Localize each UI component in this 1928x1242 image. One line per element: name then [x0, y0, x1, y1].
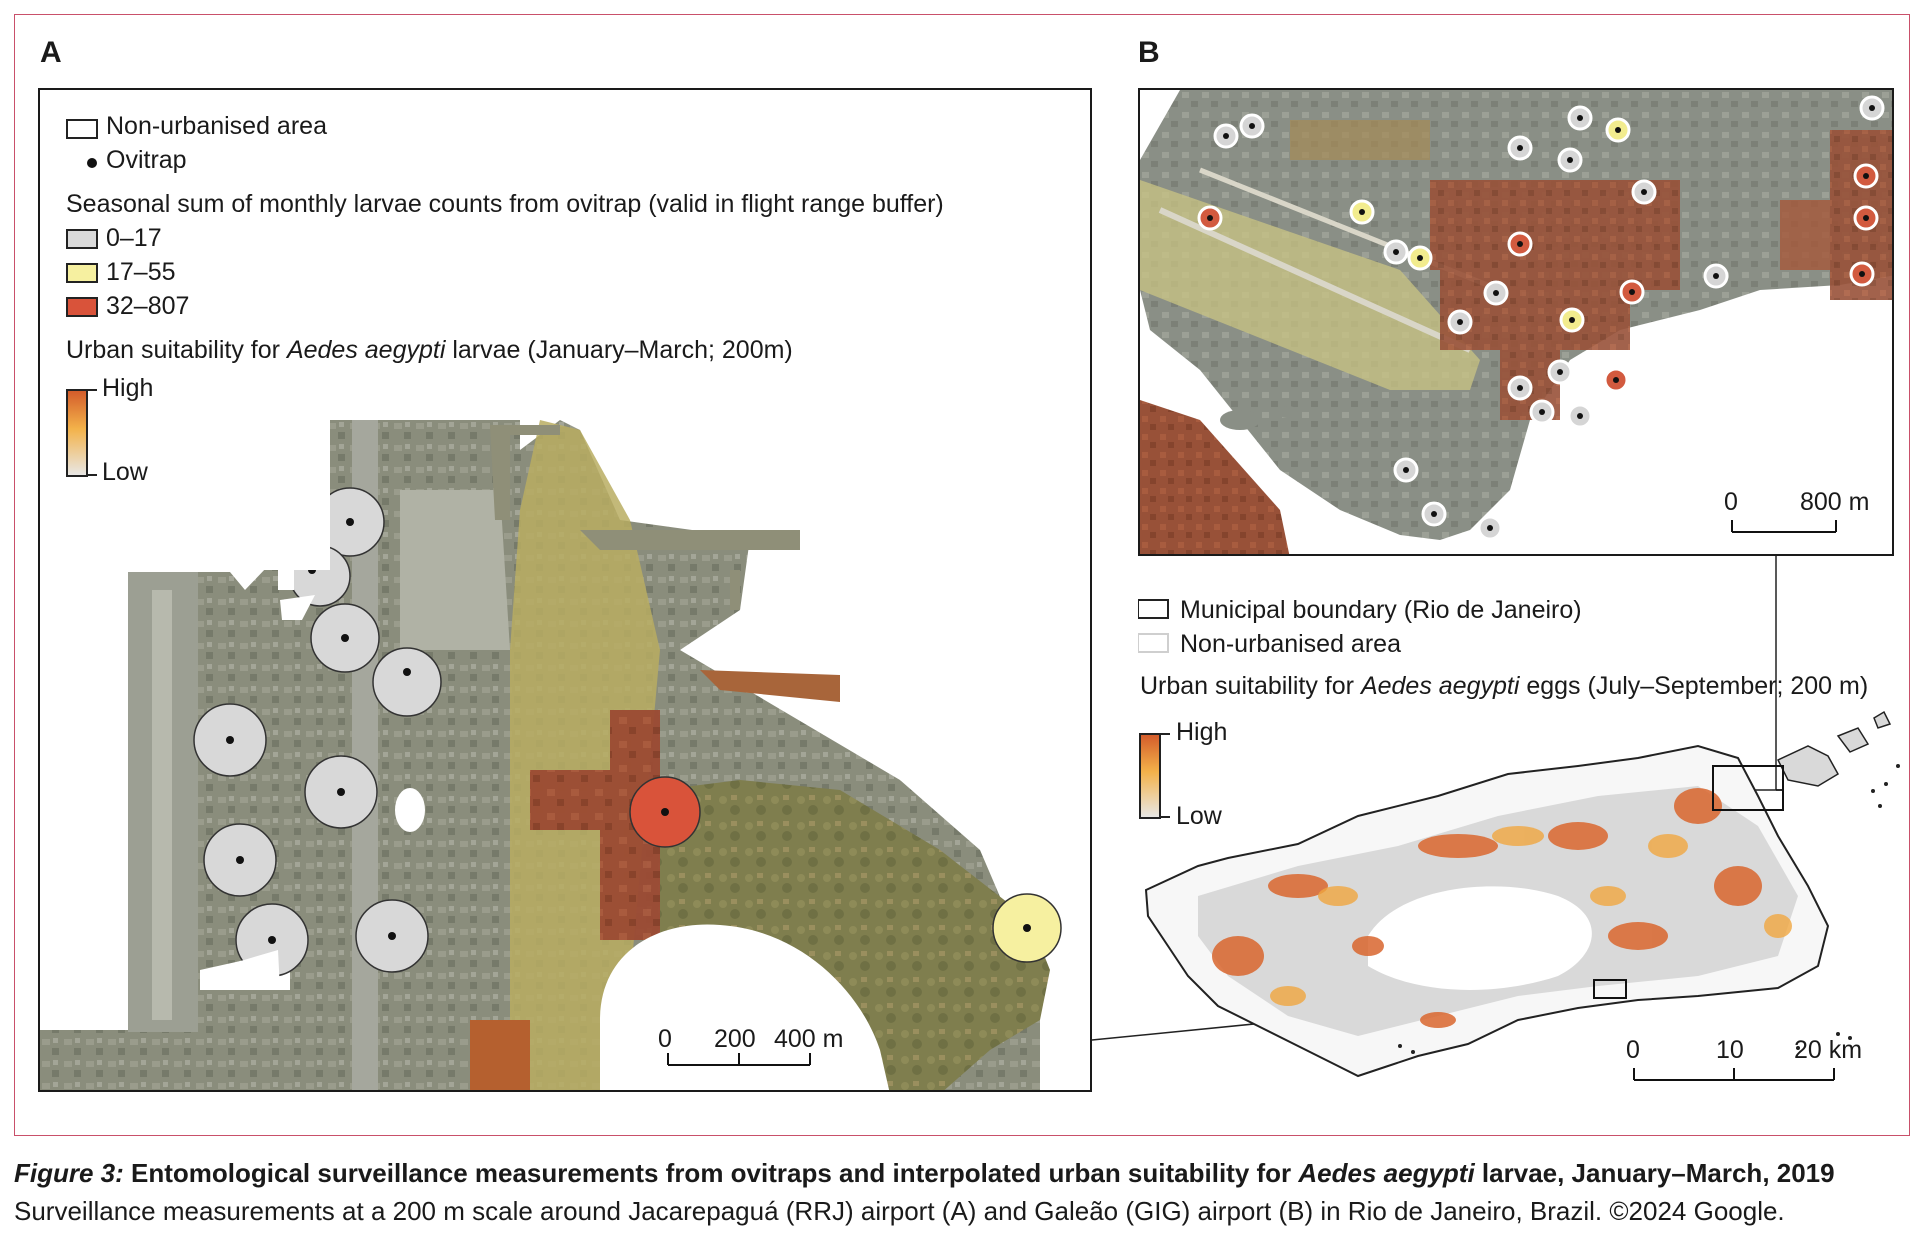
scalebar-a-200: 200 — [714, 1025, 756, 1053]
municipal-swatch — [1138, 599, 1169, 619]
ovitrap-symbol — [87, 158, 97, 168]
scalebar-o-10: 10 — [1716, 1036, 1744, 1064]
legend-ramp-high: High — [102, 374, 154, 402]
panel-a-letter: A — [40, 36, 62, 69]
legend-class-low: 0–17 — [106, 224, 162, 252]
scalebar-b-800: 800 m — [1800, 488, 1870, 516]
non-urbanised-swatch — [66, 119, 98, 139]
legend-class-high: 32–807 — [106, 292, 190, 320]
legend-overview-high: High — [1176, 718, 1228, 746]
scalebar-o-20: 20 km — [1794, 1036, 1863, 1064]
figure-caption-subtitle: Surveillance measurements at a 200 m sca… — [14, 1196, 1785, 1226]
scalebar-o-0: 0 — [1626, 1036, 1640, 1064]
panel-a-map-canvas — [40, 90, 1090, 1090]
scalebar-a-400: 400 m — [774, 1025, 844, 1053]
legend-ramp-low: Low — [102, 458, 148, 486]
legend-suitability-title: Urban suitability for Aedes aegypti larv… — [66, 336, 793, 364]
overview-ramp — [1139, 733, 1161, 819]
legend-overview-low: Low — [1176, 802, 1222, 830]
class-low-swatch — [66, 229, 98, 249]
overview-canvas — [1138, 599, 1900, 1081]
overview-panel: Municipal boundary (Rio de Janeiro) Non-… — [1138, 596, 1910, 1116]
panel-b-scalebar — [1731, 520, 1837, 533]
panel-b-letter: B — [1138, 36, 1160, 69]
scalebar-a-0: 0 — [658, 1025, 672, 1053]
legend-seasonal-title: Seasonal sum of monthly larvae counts fr… — [66, 190, 944, 218]
suitability-ramp — [66, 389, 88, 477]
panel-a-scalebar — [667, 1053, 811, 1066]
panel-b-map-canvas — [1140, 90, 1892, 554]
class-mid-swatch — [66, 263, 98, 283]
inset-box-a — [1593, 979, 1627, 999]
figure-caption-title: Figure 3: Entomological surveillance mea… — [14, 1158, 1835, 1188]
overview-non-urbanised-swatch — [1138, 633, 1169, 653]
legend-overview-suitability: Urban suitability for Aedes aegypti eggs… — [1140, 672, 1869, 700]
legend-overview-non-urbanised: Non-urbanised area — [1180, 630, 1401, 658]
panel-a-map: Non-urbanised area Ovitrap Seasonal sum … — [38, 88, 1092, 1092]
legend-ovitrap: Ovitrap — [106, 146, 187, 174]
class-high-swatch — [66, 297, 98, 317]
legend-municipal: Municipal boundary (Rio de Janeiro) — [1180, 596, 1582, 624]
overview-scalebar — [1633, 1068, 1835, 1081]
legend-non-urbanised: Non-urbanised area — [106, 112, 327, 140]
figure-label: Figure 3: — [14, 1158, 124, 1188]
panel-b-map: 0 800 m — [1138, 88, 1894, 556]
scalebar-b-0: 0 — [1724, 488, 1738, 516]
figure-frame — [14, 14, 1910, 1136]
inset-box-b — [1712, 765, 1784, 811]
legend-class-mid: 17–55 — [106, 258, 176, 286]
